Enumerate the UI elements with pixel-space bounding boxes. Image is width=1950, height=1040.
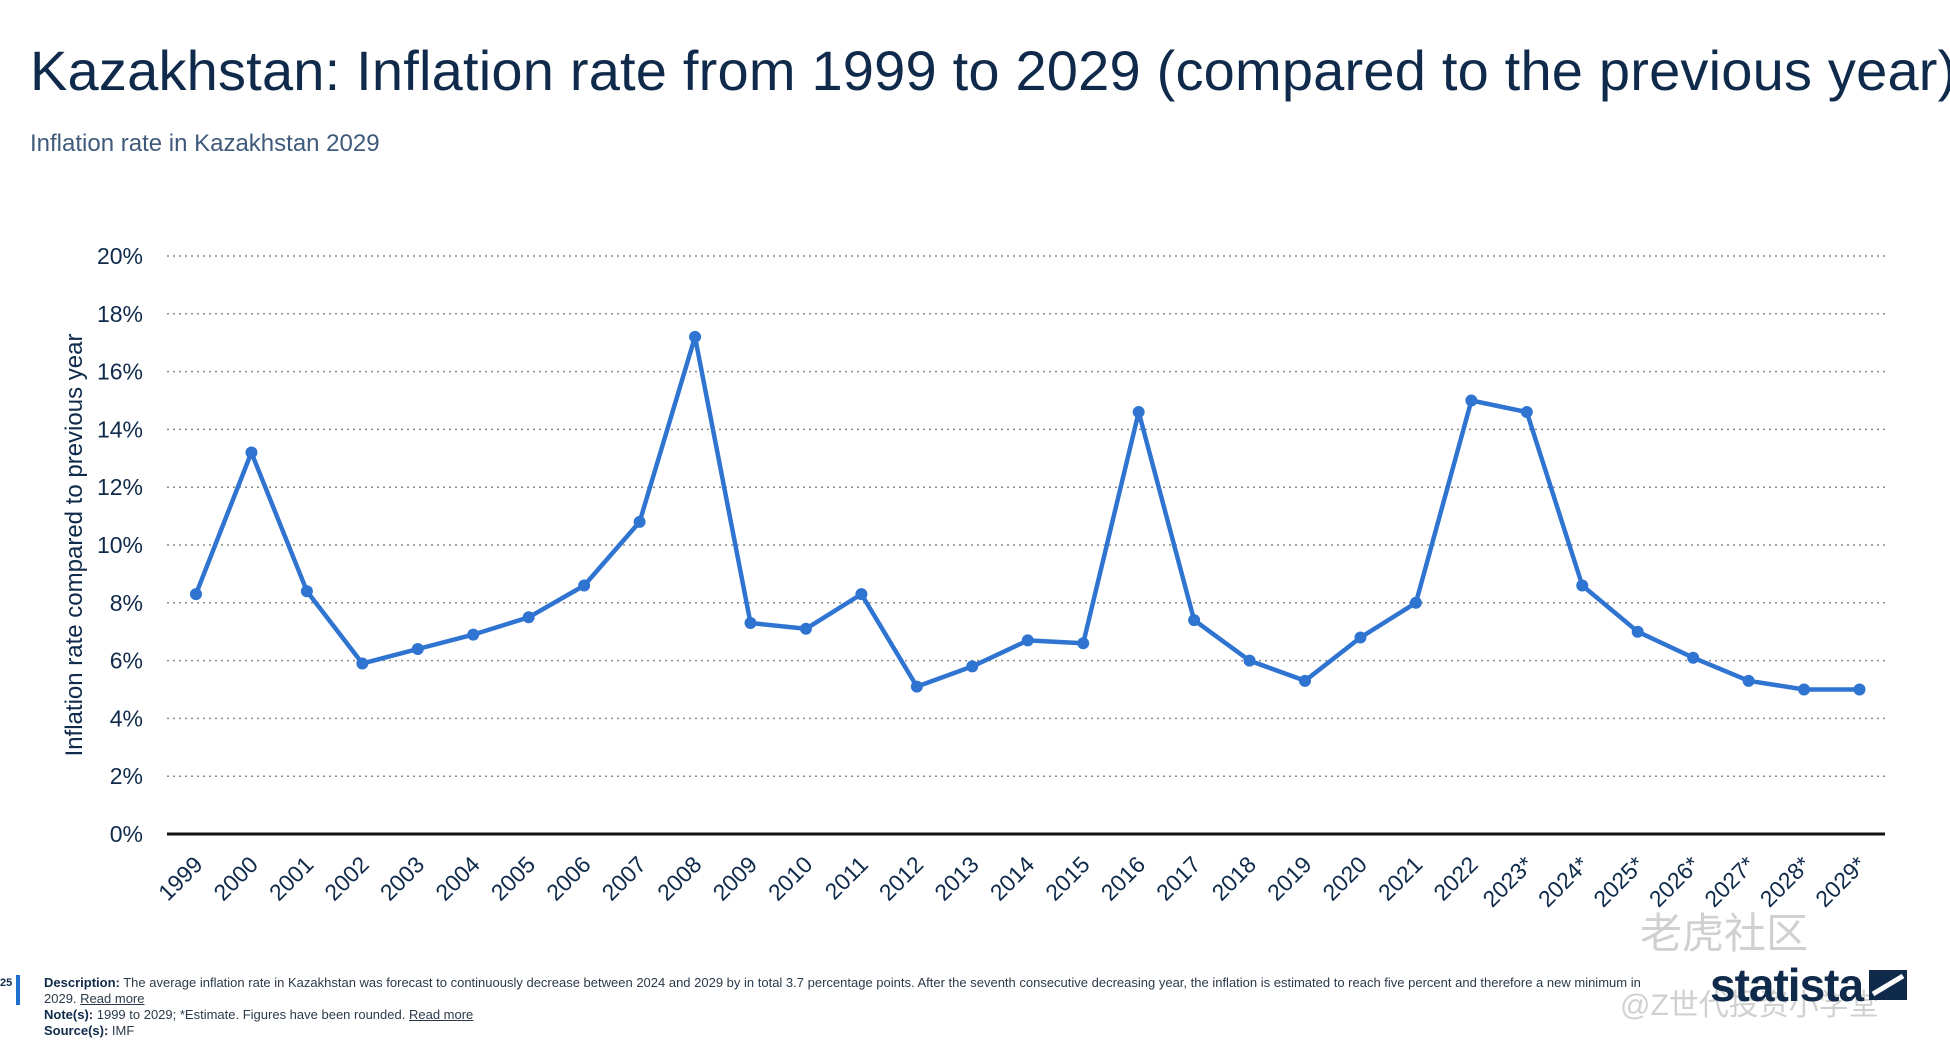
x-tick-label: 2018 bbox=[1207, 851, 1262, 906]
x-tick-label: 2021 bbox=[1373, 851, 1428, 906]
y-tick-label: 4% bbox=[110, 705, 143, 731]
x-tick-label: 2007 bbox=[597, 851, 652, 906]
x-tick-label: 2014 bbox=[985, 851, 1040, 906]
y-tick-label: 20% bbox=[97, 243, 143, 269]
data-point bbox=[633, 515, 646, 528]
x-tick-label: 2008 bbox=[652, 851, 707, 906]
data-point bbox=[1021, 634, 1034, 647]
y-tick-label: 0% bbox=[110, 821, 143, 847]
x-tick-label: 2029* bbox=[1810, 851, 1871, 912]
footer-accent-bar bbox=[16, 975, 20, 1005]
x-tick-label: 2006 bbox=[541, 851, 596, 906]
y-tick-label: 18% bbox=[97, 301, 143, 327]
data-point bbox=[245, 446, 258, 459]
watermark-text: 老虎社区 bbox=[1640, 910, 1809, 957]
x-tick-label: 2011 bbox=[820, 851, 873, 904]
data-point bbox=[689, 330, 702, 343]
data-point bbox=[1077, 637, 1090, 650]
notes-line: Note(s): 1999 to 2029; *Estimate. Figure… bbox=[44, 1007, 1664, 1023]
y-tick-label: 2% bbox=[110, 763, 143, 789]
x-tick-label: 2012 bbox=[874, 851, 929, 906]
data-point bbox=[578, 579, 591, 592]
x-tick-label: 2004 bbox=[430, 851, 485, 906]
y-tick-label: 6% bbox=[110, 648, 143, 674]
data-point bbox=[799, 622, 812, 635]
data-point bbox=[1520, 406, 1533, 419]
x-tick-label: 2016 bbox=[1096, 851, 1151, 906]
data-point bbox=[411, 643, 424, 656]
y-tick-label: 12% bbox=[97, 474, 143, 500]
data-point bbox=[744, 617, 757, 630]
x-tick-label: 2002 bbox=[319, 851, 374, 906]
y-tick-label: 16% bbox=[97, 359, 143, 385]
data-point bbox=[522, 611, 535, 624]
page-subtitle: Inflation rate in Kazakhstan 2029 bbox=[30, 130, 380, 157]
x-tick-label: 2009 bbox=[707, 851, 762, 906]
x-tick-label: 2003 bbox=[375, 851, 430, 906]
x-tick-label: 2010 bbox=[763, 851, 818, 906]
description-text: The average inflation rate in Kazakhstan… bbox=[44, 975, 1641, 1006]
data-point bbox=[1299, 674, 1311, 687]
source-text: IMF bbox=[111, 1023, 135, 1038]
x-tick-label: 2020 bbox=[1317, 851, 1372, 906]
data-point bbox=[1243, 654, 1256, 667]
data-point bbox=[1742, 674, 1755, 687]
data-point bbox=[1465, 394, 1478, 407]
notes-text: 1999 to 2029; *Estimate. Figures have be… bbox=[96, 1007, 406, 1022]
x-tick-label: 2019 bbox=[1262, 851, 1317, 906]
data-point bbox=[467, 628, 480, 641]
data-point bbox=[1576, 579, 1589, 592]
data-point bbox=[190, 588, 202, 601]
statista-logo[interactable]: statista bbox=[1710, 958, 1908, 1012]
data-point bbox=[1409, 596, 1422, 609]
notes-read-more-link[interactable]: Read more bbox=[408, 1007, 474, 1022]
page-title: Kazakhstan: Inflation rate from 1999 to … bbox=[30, 39, 1950, 102]
x-tick-label: 2024* bbox=[1533, 851, 1594, 912]
data-point bbox=[1687, 651, 1700, 664]
data-point bbox=[1132, 406, 1145, 419]
x-tick-label: 2023* bbox=[1477, 851, 1538, 912]
data-point bbox=[300, 585, 313, 598]
y-tick-label: 10% bbox=[97, 532, 143, 558]
description-line: Description: The average inflation rate … bbox=[44, 975, 1664, 1007]
watermark-handle: @Z世代投资小学堂 bbox=[1620, 989, 1879, 1022]
data-point bbox=[966, 660, 979, 673]
x-tick-label: 2022 bbox=[1428, 851, 1483, 906]
footer-notes: Description: The average inflation rate … bbox=[44, 975, 1664, 1039]
x-tick-label: 2005 bbox=[486, 851, 541, 906]
data-point bbox=[1853, 683, 1866, 696]
description-label: Description: bbox=[44, 975, 120, 990]
page-number: 25 bbox=[0, 977, 13, 989]
x-tick-label: 2000 bbox=[208, 851, 263, 906]
y-tick-label: 14% bbox=[97, 416, 143, 442]
notes-label: Note(s): bbox=[44, 1007, 94, 1022]
data-point bbox=[1354, 631, 1367, 644]
x-tick-label: 2015 bbox=[1040, 851, 1095, 906]
y-tick-label: 8% bbox=[110, 590, 143, 616]
x-tick-label: 2001 bbox=[264, 851, 319, 906]
inflation-line-chart: 0% 2% 4% 6% 8% 10% 12% 14% 16% 18% 20% Inflation ra… bbox=[61, 243, 1885, 912]
data-point bbox=[1188, 614, 1201, 627]
x-tick-label: 2013 bbox=[929, 851, 984, 906]
logo-wordmark: statista bbox=[1710, 959, 1864, 1011]
description-read-more-link[interactable]: Read more bbox=[80, 991, 145, 1006]
data-point bbox=[910, 680, 923, 693]
data-point bbox=[855, 588, 868, 601]
x-tick-label: 1999 bbox=[153, 851, 208, 906]
data-point bbox=[1798, 683, 1811, 696]
data-point bbox=[1631, 625, 1644, 638]
source-line: Source(s): IMF bbox=[44, 1023, 1664, 1039]
x-tick-label: 2017 bbox=[1151, 851, 1206, 906]
source-label: Source(s): bbox=[44, 1023, 109, 1038]
data-point bbox=[356, 657, 369, 670]
y-axis-label: Inflation rate compared to previous year bbox=[61, 334, 88, 757]
logo-mark-icon bbox=[1869, 970, 1908, 1000]
